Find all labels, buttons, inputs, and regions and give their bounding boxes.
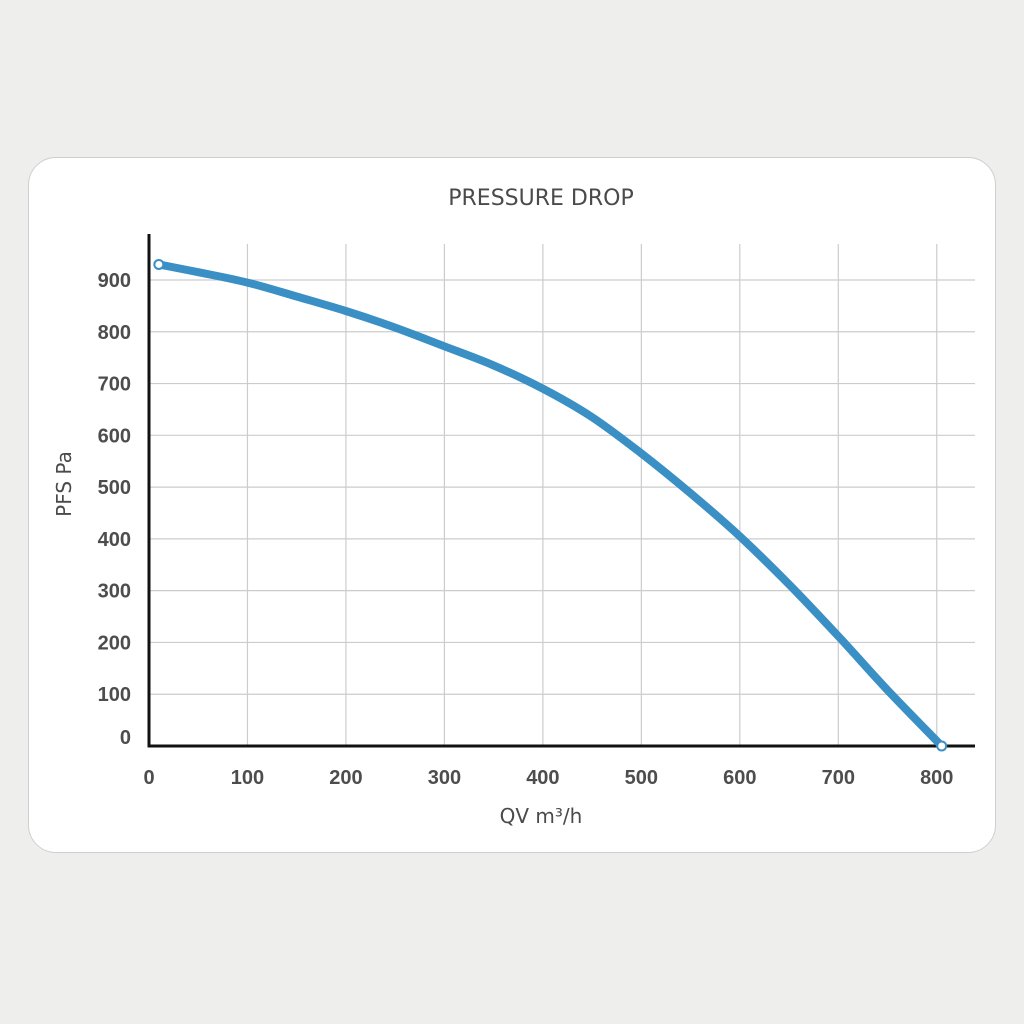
x-tick-label: 300	[428, 767, 461, 789]
y-tick-label: 100	[98, 684, 131, 706]
y-tick-label: 900	[98, 270, 131, 292]
pressure-drop-chart: 0 100 200 300 400 500 600 700 800 0 100 200 300 400 5…	[52, 186, 975, 828]
x-tick-label: 0	[143, 767, 154, 789]
y-tick-labels: 0 100 200 300 400 500 600 700 800 900	[98, 270, 131, 749]
x-tick-label: 700	[822, 767, 855, 789]
series-line	[154, 260, 946, 750]
x-tick-label: 100	[231, 767, 264, 789]
series-start-point	[153, 258, 165, 270]
y-tick-label: 800	[98, 322, 131, 344]
x-tick-label: 200	[329, 767, 362, 789]
x-axis-label: QV m³/h	[500, 804, 583, 828]
x-tick-label: 500	[625, 767, 658, 789]
x-tick-label: 400	[526, 767, 559, 789]
x-tick-label: 600	[723, 767, 756, 789]
y-tick-label: 200	[98, 632, 131, 654]
chart-card: 0 100 200 300 400 500 600 700 800 0 100 200 300 400 5…	[28, 157, 996, 853]
y-tick-label: 700	[98, 374, 131, 396]
y-tick-label: 300	[98, 581, 131, 603]
chart-title: PRESSURE DROP	[448, 186, 633, 211]
axes	[147, 234, 975, 748]
y-tick-label: 500	[98, 477, 131, 499]
series-end-point	[936, 740, 948, 752]
grid	[149, 244, 975, 746]
y-axis-label: PFS Pa	[52, 451, 76, 517]
x-tick-labels: 0 100 200 300 400 500 600 700 800	[143, 767, 953, 789]
x-tick-label: 800	[920, 767, 953, 789]
series-group	[153, 258, 948, 752]
y-tick-label: 0	[120, 727, 131, 749]
y-tick-label: 400	[98, 529, 131, 551]
y-tick-label: 600	[98, 425, 131, 447]
